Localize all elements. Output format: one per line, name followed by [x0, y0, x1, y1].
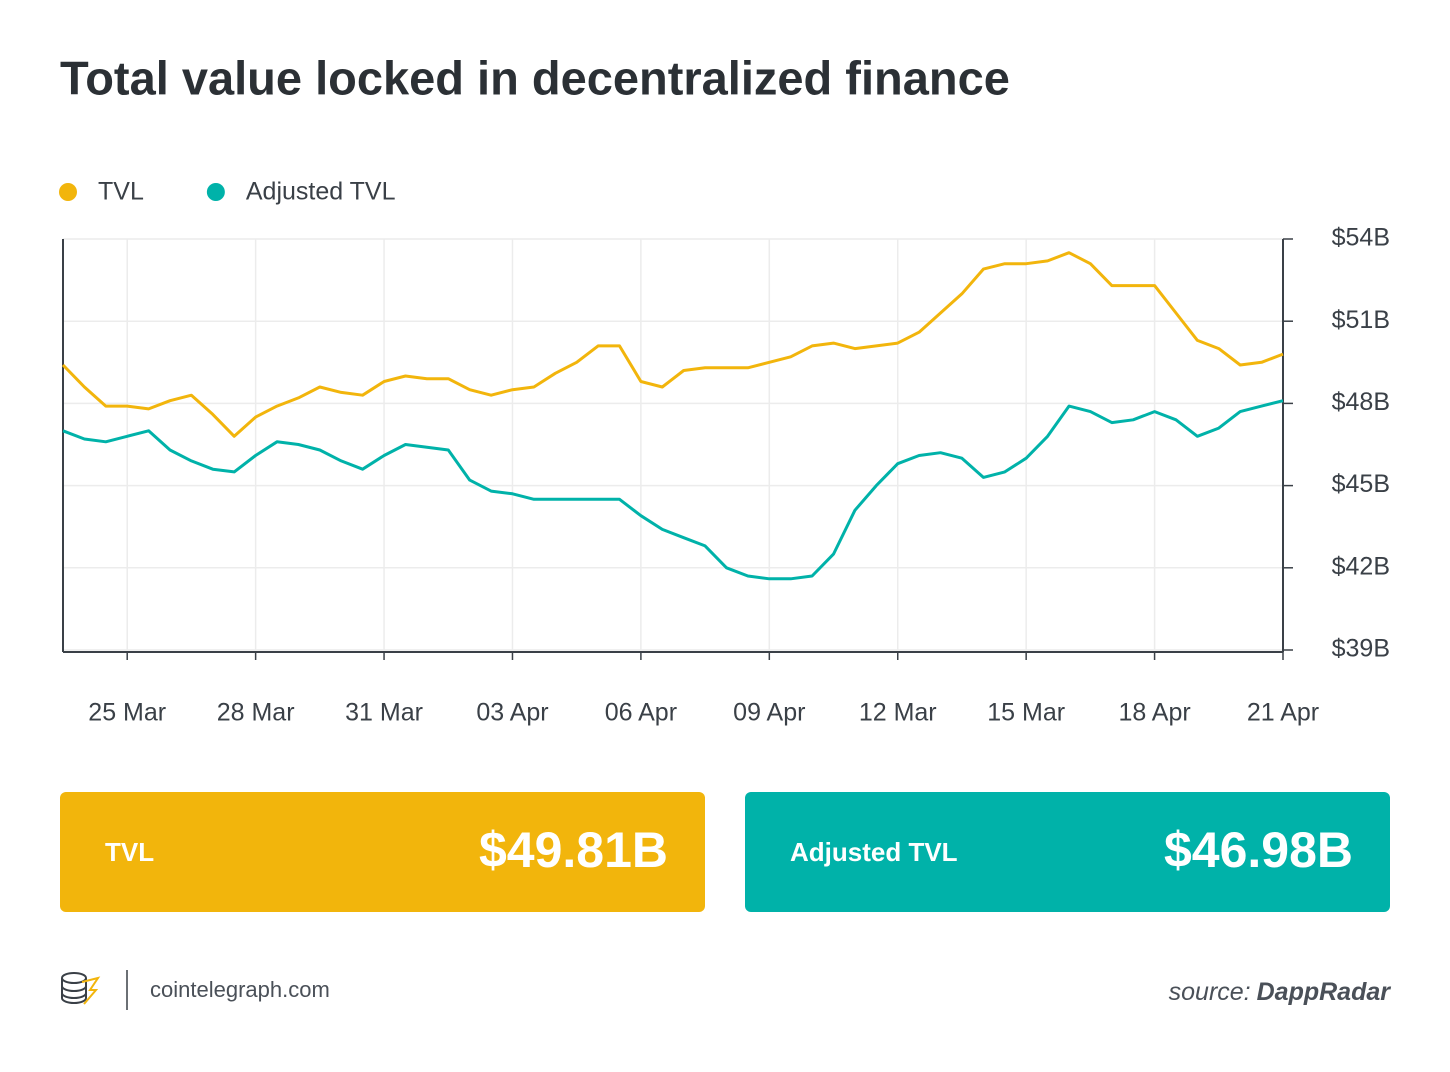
- legend-marker: [206, 183, 225, 201]
- y-tick-label: $51B: [1332, 306, 1390, 334]
- x-tick-label: 28 Mar: [217, 699, 295, 727]
- x-tick-label: 09 Apr: [733, 699, 805, 727]
- legend-label: Adjusted TVL: [246, 178, 396, 206]
- x-tick-label: 03 Apr: [476, 699, 548, 727]
- source-prefix: source:: [1169, 978, 1251, 1006]
- logo: [61, 972, 101, 1005]
- x-tick-label: 12 Mar: [859, 699, 937, 727]
- legend-label: TVL: [98, 178, 144, 206]
- card-value: $49.81B: [479, 822, 668, 878]
- source: source: DappRadar: [1169, 978, 1392, 1006]
- site: cointelegraph.com: [150, 977, 330, 1002]
- x-tick-label: 21 Apr: [1247, 699, 1319, 727]
- y-tick-label: $48B: [1332, 388, 1390, 416]
- legend-marker: [59, 183, 77, 201]
- y-tick-label: $42B: [1332, 552, 1390, 580]
- x-tick-label: 06 Apr: [605, 699, 677, 727]
- x-tick-label: 18 Apr: [1118, 699, 1190, 727]
- chart-title: Total value locked in decentralized fina…: [60, 51, 1010, 104]
- y-tick-label: $39B: [1332, 635, 1390, 663]
- card-label: TVL: [105, 837, 154, 867]
- x-tick-label: 15 Mar: [987, 699, 1065, 727]
- x-tick-label: 25 Mar: [88, 699, 166, 727]
- y-tick-label: $54B: [1332, 224, 1390, 252]
- series-line: [61, 251, 1284, 438]
- card: [60, 792, 705, 912]
- card: [745, 792, 1390, 912]
- card-label: Adjusted TVL: [790, 837, 958, 867]
- y-tick-label: $45B: [1332, 470, 1390, 498]
- x-tick-label: 31 Mar: [345, 699, 423, 727]
- card-value: $46.98B: [1164, 822, 1353, 878]
- series-line: [62, 399, 1284, 581]
- source-name: DappRadar: [1257, 978, 1392, 1006]
